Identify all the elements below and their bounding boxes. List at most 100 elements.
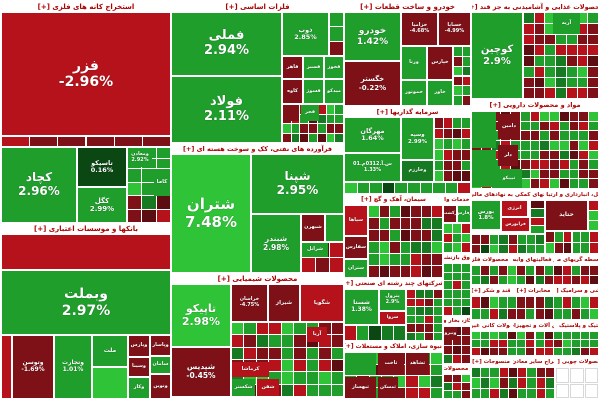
stock-tile-small[interactable] <box>453 307 461 315</box>
stock-tile-small[interactable] <box>559 169 569 179</box>
stock-tile-small[interactable] <box>544 266 553 275</box>
stock-tile-small[interactable] <box>508 244 517 253</box>
stock-tile-small[interactable] <box>540 112 550 121</box>
stock-tile-small[interactable] <box>589 297 598 308</box>
stock-tile-small[interactable] <box>294 347 306 359</box>
stock-tile-small[interactable] <box>330 258 343 272</box>
stock-tile-small[interactable] <box>577 34 588 45</box>
stock-tile-small[interactable] <box>526 308 535 319</box>
stock-tile-small[interactable] <box>156 209 170 222</box>
stock-tile-small[interactable] <box>571 340 580 347</box>
stock-tile-small[interactable] <box>256 372 269 384</box>
stock-tile-small[interactable] <box>530 179 540 188</box>
stock-tile[interactable]: ثبهساز <box>345 377 376 398</box>
stock-tile[interactable]: خراسان -4.75% <box>232 285 267 321</box>
stock-tile-small[interactable] <box>517 275 526 284</box>
stock-tile-small[interactable] <box>369 218 379 229</box>
stock-tile[interactable]: فسوژ <box>304 80 323 103</box>
stock-tile-small[interactable] <box>526 332 535 339</box>
stock-tile[interactable]: فاهر <box>283 57 302 78</box>
stock-tile-small[interactable] <box>462 66 470 76</box>
stock-tile-small[interactable] <box>524 34 534 45</box>
stock-tile-small[interactable] <box>335 114 343 123</box>
stock-tile-small[interactable] <box>30 137 58 146</box>
stock-tile-small[interactable] <box>444 345 452 354</box>
stock-tile-small[interactable] <box>569 140 579 150</box>
stock-tile-small[interactable] <box>306 360 319 372</box>
stock-tile-small[interactable] <box>546 232 554 242</box>
stock-tile-small[interactable] <box>556 34 566 45</box>
stock-tile-small[interactable] <box>444 354 452 363</box>
stock-tile[interactable]: شتران 7.48% <box>172 155 250 272</box>
stock-tile-small[interactable] <box>309 133 317 142</box>
stock-tile-small[interactable] <box>579 169 589 179</box>
sector-header[interactable]: سیمان، آهک و گچ [+] <box>345 195 442 204</box>
stock-tile-small[interactable] <box>444 375 452 382</box>
stock-tile-small[interactable] <box>331 335 343 347</box>
stock-tile[interactable]: تاسیکو 0.16% <box>78 148 126 186</box>
stock-tile[interactable]: فرابورس <box>502 218 529 231</box>
stock-tile-small[interactable] <box>508 348 517 355</box>
stock-tile-small[interactable] <box>411 206 421 217</box>
stock-tile-small[interactable] <box>462 375 470 382</box>
sector-header[interactable]: لاستیک و پلاستیک [+] <box>557 322 598 330</box>
stock-tile-small[interactable] <box>524 66 534 77</box>
stock-tile-small[interactable] <box>527 368 536 378</box>
stock-tile-small[interactable] <box>269 347 281 359</box>
stock-tile-small[interactable] <box>534 34 545 45</box>
stock-tile-small[interactable] <box>379 242 390 253</box>
stock-tile-small[interactable] <box>540 121 550 131</box>
stock-tile-small[interactable] <box>418 387 430 398</box>
stock-tile-small[interactable] <box>518 388 527 398</box>
stock-tile-small[interactable] <box>369 254 379 265</box>
stock-tile-small[interactable] <box>540 169 550 179</box>
stock-tile-small[interactable] <box>330 41 343 55</box>
stock-tile-small[interactable] <box>524 45 534 55</box>
stock-tile-small[interactable] <box>454 76 462 86</box>
stock-tile-small[interactable] <box>2 137 30 146</box>
stock-tile-small[interactable] <box>535 332 544 339</box>
stock-tile-small[interactable] <box>544 275 553 284</box>
stock-tile-small[interactable] <box>569 131 579 140</box>
stock-tile-small[interactable] <box>534 88 545 98</box>
stock-tile-small[interactable] <box>425 307 433 315</box>
stock-tile-small[interactable] <box>588 34 598 45</box>
sector-header[interactable]: کاشی و سرامیک [+] <box>557 287 598 295</box>
stock-tile-small[interactable] <box>445 183 458 193</box>
stock-tile-small[interactable] <box>588 23 598 34</box>
stock-tile-small[interactable] <box>294 372 306 384</box>
stock-tile-small[interactable] <box>508 332 517 339</box>
stock-tile-small[interactable] <box>425 332 433 340</box>
stock-tile-small[interactable] <box>544 348 553 355</box>
stock-tile-small[interactable] <box>319 372 331 384</box>
stock-tile-small[interactable] <box>579 179 589 188</box>
stock-tile-small[interactable] <box>453 336 461 345</box>
stock-tile-small[interactable] <box>454 96 462 105</box>
stock-tile-small[interactable] <box>444 160 452 171</box>
stock-tile-small[interactable] <box>490 275 499 284</box>
stock-tile-small[interactable] <box>331 347 343 359</box>
stock-tile[interactable]: ذوب 2.85% <box>283 13 328 55</box>
stock-tile-small[interactable] <box>508 378 518 388</box>
stock-tile-small[interactable] <box>499 348 508 355</box>
sector-header[interactable]: بانکها و موسسات اعتباری [+] <box>2 224 170 233</box>
stock-tile-small[interactable] <box>535 308 544 319</box>
stock-tile-small[interactable] <box>553 308 562 319</box>
stock-tile-small[interactable] <box>527 388 536 398</box>
stock-tile[interactable]: وتجارت 1.01% <box>55 336 91 398</box>
stock-tile-small[interactable] <box>444 171 452 181</box>
stock-tile-small[interactable] <box>535 348 544 355</box>
stock-tile-small[interactable] <box>453 354 461 363</box>
stock-tile-small[interactable] <box>535 244 544 253</box>
stock-tile-small[interactable] <box>432 206 442 217</box>
stock-tile-small[interactable] <box>435 160 443 171</box>
stock-tile-small[interactable] <box>545 378 554 388</box>
stock-tile[interactable]: شفن <box>257 379 279 396</box>
stock-tile-small[interactable] <box>499 378 508 388</box>
stock-tile-small[interactable] <box>530 160 540 169</box>
stock-tile-small[interactable] <box>517 348 526 355</box>
stock-tile-small[interactable] <box>416 332 424 340</box>
stock-tile-small[interactable] <box>281 372 294 384</box>
stock-tile-small[interactable] <box>545 34 556 45</box>
